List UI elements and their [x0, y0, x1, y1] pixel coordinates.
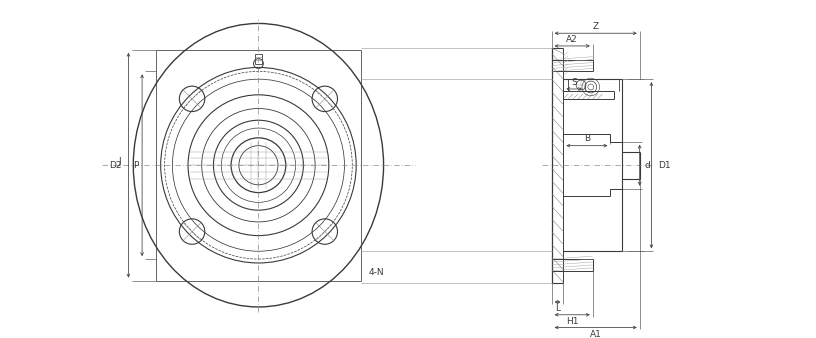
Text: H1: H1 — [566, 317, 579, 326]
Text: A2: A2 — [566, 34, 578, 44]
Text: S: S — [571, 78, 577, 87]
Text: d: d — [645, 161, 650, 170]
Text: A1: A1 — [590, 330, 601, 338]
Text: P: P — [133, 161, 138, 170]
Text: 4-N: 4-N — [369, 268, 384, 277]
Bar — [255, 54, 262, 64]
Text: B: B — [583, 134, 590, 143]
Text: D2: D2 — [109, 161, 122, 170]
Text: D1: D1 — [659, 161, 671, 170]
Text: L: L — [555, 305, 560, 313]
Text: Z: Z — [592, 22, 599, 31]
Text: J: J — [119, 157, 122, 166]
